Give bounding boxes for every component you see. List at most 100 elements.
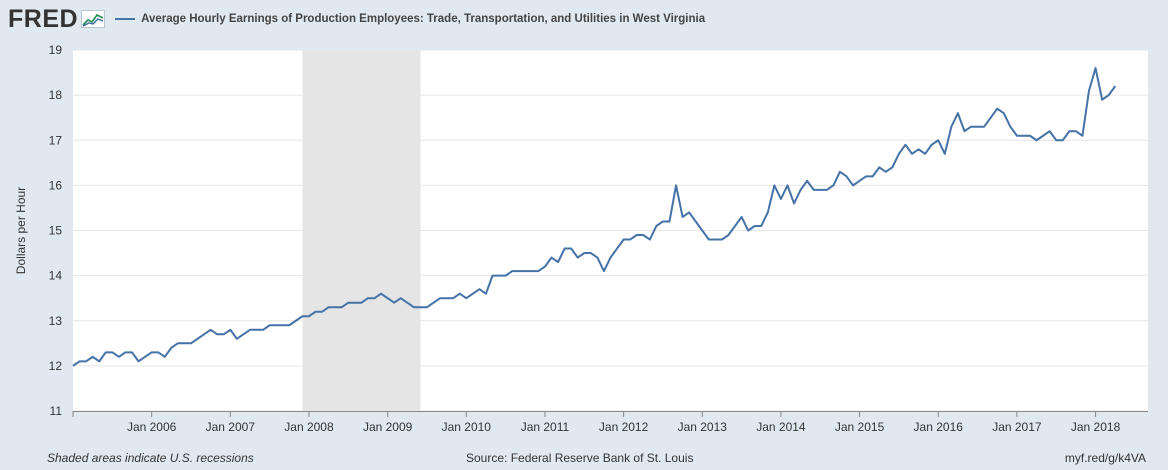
data-point[interactable] [1066,128,1073,135]
data-point[interactable] [450,295,457,302]
data-point[interactable] [574,254,581,261]
data-point[interactable] [1059,137,1066,144]
data-point[interactable] [246,326,253,333]
data-point[interactable] [148,349,155,356]
data-point[interactable] [666,218,673,225]
data-point[interactable] [253,326,260,333]
data-point[interactable] [515,268,522,275]
fred-logo[interactable]: FRED [8,4,79,33]
data-point[interactable] [561,245,568,252]
data-point[interactable] [850,182,857,189]
data-point[interactable] [830,182,837,189]
data-point[interactable] [1040,132,1047,139]
data-point[interactable] [391,299,398,306]
data-point[interactable] [1079,132,1086,139]
data-point[interactable] [1105,92,1112,99]
data-point[interactable] [922,150,929,157]
data-point[interactable] [174,340,181,347]
data-point[interactable] [410,304,417,311]
data-point[interactable] [351,299,358,306]
data-point[interactable] [876,164,883,171]
data-point[interactable] [371,295,378,302]
data-point[interactable] [233,335,240,342]
data-point[interactable] [384,295,391,302]
data-point[interactable] [161,353,168,360]
data-point[interactable] [437,295,444,302]
data-point[interactable] [745,227,752,234]
data-point[interactable] [692,218,699,225]
data-point[interactable] [456,290,463,297]
data-point[interactable] [522,268,529,275]
data-point[interactable] [1046,128,1053,135]
data-point[interactable] [220,331,227,338]
data-point[interactable] [968,123,975,130]
data-point[interactable] [614,245,621,252]
data-point[interactable] [1007,123,1014,130]
data-point[interactable] [823,186,830,193]
data-point[interactable] [292,317,299,324]
data-point[interactable] [76,358,83,365]
data-point[interactable] [659,218,666,225]
data-point[interactable] [705,236,712,243]
data-point[interactable] [633,232,640,239]
data-point[interactable] [325,304,332,311]
data-point[interactable] [725,232,732,239]
data-point[interactable] [902,141,909,148]
data-point[interactable] [620,236,627,243]
data-point[interactable] [1053,137,1060,144]
data-point[interactable] [889,164,896,171]
data-point[interactable] [764,209,771,216]
data-point[interactable] [679,213,686,220]
data-point[interactable] [928,141,935,148]
data-point[interactable] [981,123,988,130]
data-point[interactable] [738,213,745,220]
data-point[interactable] [869,173,876,180]
data-point[interactable] [600,268,607,275]
data-point[interactable] [948,123,955,130]
data-point[interactable] [502,272,509,279]
data-point[interactable] [96,358,103,365]
data-point[interactable] [961,128,968,135]
data-point[interactable] [758,222,765,229]
data-point[interactable] [718,236,725,243]
data-point[interactable] [535,268,542,275]
data-point[interactable] [476,286,483,293]
data-point[interactable] [1020,132,1027,139]
data-point[interactable] [974,123,981,130]
data-point[interactable] [423,304,430,311]
data-point[interactable] [1092,65,1099,72]
data-point[interactable] [397,295,404,302]
data-point[interactable] [194,335,201,342]
data-point[interactable] [496,272,503,279]
data-point[interactable] [115,353,122,360]
data-point[interactable] [463,295,470,302]
data-point[interactable] [338,304,345,311]
data-point[interactable] [181,340,188,347]
data-point[interactable] [882,168,889,175]
data-point[interactable] [810,186,817,193]
data-point[interactable] [712,236,719,243]
data-point[interactable] [627,236,634,243]
data-point[interactable] [509,268,516,275]
data-point[interactable] [286,322,293,329]
data-point[interactable] [836,168,843,175]
data-point[interactable] [430,299,437,306]
series-line[interactable] [72,67,1117,367]
data-point[interactable] [791,200,798,207]
data-point[interactable] [732,222,739,229]
data-point[interactable] [443,295,450,302]
data-point[interactable] [207,326,214,333]
data-point[interactable] [469,290,476,297]
data-point[interactable] [915,146,922,153]
data-point[interactable] [541,263,548,270]
data-point[interactable] [863,173,870,180]
data-point[interactable] [843,173,850,180]
data-point[interactable] [299,313,306,320]
data-point[interactable] [155,349,162,356]
data-point[interactable] [109,349,116,356]
data-point[interactable] [528,268,535,275]
data-point[interactable] [404,299,411,306]
data-point[interactable] [581,250,588,257]
data-point[interactable] [607,254,614,261]
data-point[interactable] [673,182,680,189]
